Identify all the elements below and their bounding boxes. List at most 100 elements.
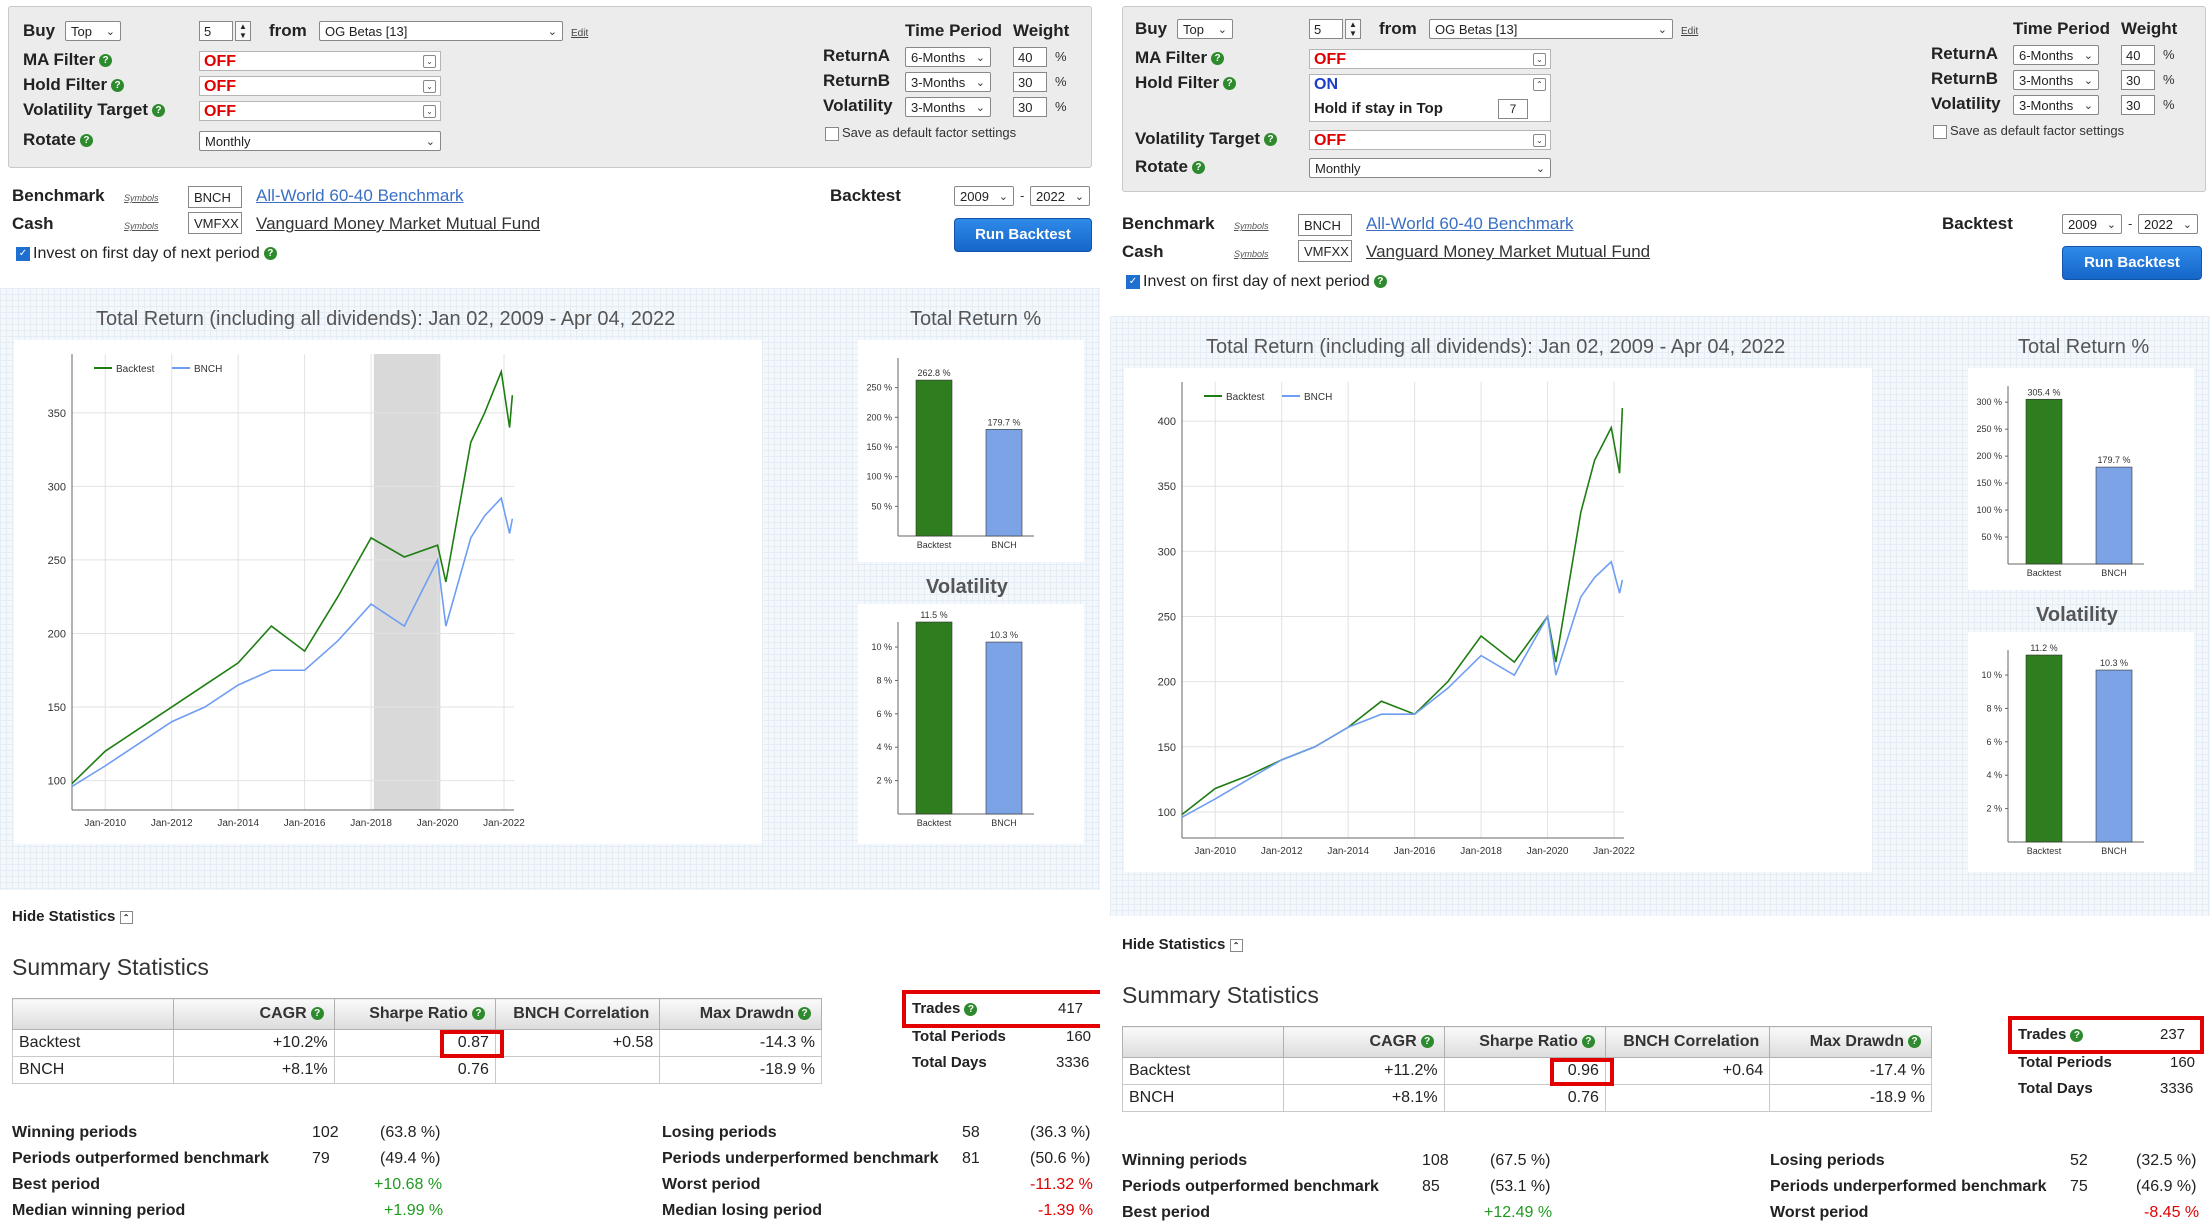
help-icon[interactable]: ?	[471, 1007, 485, 1021]
help-icon[interactable]: ?	[79, 134, 93, 148]
stat-label: Best period	[12, 1176, 101, 1193]
vol-target-text: Volatility Target	[1135, 129, 1261, 148]
stat-pct: (32.5 %)	[2136, 1152, 2197, 1169]
total-return-bar-box: 50 % 100 % 150 % 200 % 250 % 300 % 305.4 % Back…	[1968, 368, 2194, 590]
bar-value-label: 10.3 %	[2100, 658, 2128, 668]
help-icon[interactable]: ?	[1581, 1035, 1595, 1049]
cash-symbol-input[interactable]: VMFXX	[188, 212, 242, 234]
help-icon[interactable]: ?	[1191, 161, 1205, 175]
end-year-select[interactable]: 2022 ⌄	[1030, 186, 1090, 206]
help-icon[interactable]: ?	[111, 79, 125, 93]
cash-name-link[interactable]: Vanguard Money Market Mutual Fund	[1366, 242, 1651, 261]
end-year-value: 2022	[2144, 217, 2173, 232]
factor-period-select[interactable]: 6-Months ⌄	[2013, 45, 2099, 65]
hide-statistics-link[interactable]: Hide Statistics ⌃	[12, 908, 133, 925]
run-backtest-button[interactable]: Run Backtest	[954, 218, 1092, 252]
start-year-select[interactable]: 2009 ⌄	[2062, 214, 2122, 234]
factor-weight-input[interactable]: 30	[2121, 70, 2155, 90]
hold-filter-value: ON	[1314, 76, 1338, 93]
universe-select[interactable]: OG Betas [13] ⌄	[1429, 19, 1673, 39]
run-backtest-button[interactable]: Run Backtest	[2062, 246, 2202, 280]
buy-count-stepper[interactable]: ▲ ▼	[235, 21, 251, 41]
hold-filter-select[interactable]: OFF ⌄	[199, 76, 441, 96]
rotate-label: Rotate?	[1135, 157, 1205, 177]
x-tick-label: Jan-2010	[84, 818, 126, 829]
help-icon[interactable]: ?	[1264, 133, 1278, 147]
factor-weight-input[interactable]: 30	[1013, 72, 1047, 92]
end-year-select[interactable]: 2022 ⌄	[2138, 214, 2198, 234]
benchmark-name-link[interactable]: All-World 60-40 Benchmark	[1366, 214, 1574, 233]
checkbox-icon	[1933, 124, 1947, 139]
factor-period-select[interactable]: 3-Months ⌄	[2013, 70, 2099, 90]
total-days-value: 3336	[1056, 1054, 1090, 1071]
help-icon[interactable]: ?	[263, 247, 277, 261]
factor-weight-input[interactable]: 30	[2121, 95, 2155, 115]
edit-universe-link[interactable]: Edit	[1681, 26, 1699, 37]
help-icon[interactable]: ?	[1223, 77, 1237, 91]
stat-label: Periods outperformed benchmark	[1122, 1178, 1379, 1195]
buy-count-stepper[interactable]: ▲ ▼	[1345, 19, 1361, 39]
help-icon[interactable]: ?	[2070, 1028, 2084, 1042]
factor-period-select[interactable]: 3-Months ⌄	[2013, 95, 2099, 115]
save-default-checkbox[interactable]: Save as default factor settings	[1933, 123, 2124, 139]
factor-weight-input[interactable]: 40	[2121, 45, 2155, 65]
cash-name-link[interactable]: Vanguard Money Market Mutual Fund	[256, 214, 541, 233]
chevron-down-icon: ⌄	[425, 136, 435, 148]
help-icon[interactable]: ?	[152, 104, 166, 118]
backtest-label: Backtest	[830, 186, 901, 205]
factor-period-select[interactable]: 3-Months ⌄	[905, 97, 991, 117]
invest-next-period-checkbox[interactable]: ✓ Invest on first day of next period?	[16, 245, 277, 263]
universe-select[interactable]: OG Betas [13] ⌄	[319, 21, 563, 41]
y-tick-label: 4 %	[1986, 770, 2002, 780]
benchmark-name-link[interactable]: All-World 60-40 Benchmark	[256, 186, 464, 205]
help-icon[interactable]: ?	[964, 1002, 978, 1016]
cash-symbol-input[interactable]: VMFXX	[1298, 240, 1352, 262]
buy-count-input[interactable]: 5	[199, 21, 233, 41]
y-tick-label: 350	[48, 408, 66, 420]
vol-target-select[interactable]: OFF ⌄	[199, 101, 441, 121]
buy-mode-select[interactable]: Top ⌄	[65, 21, 121, 41]
benchmark-symbol-input[interactable]: BNCH	[188, 186, 242, 208]
total-return-line-chart: 100 150 200 250 300 350 400 Jan-2010 Jan-2012 Jan…	[1158, 382, 1635, 857]
invest-next-period-checkbox[interactable]: ✓ Invest on first day of next period?	[1126, 273, 1387, 291]
help-icon[interactable]: ?	[1420, 1035, 1434, 1049]
help-icon[interactable]: ?	[99, 54, 113, 68]
start-year-select[interactable]: 2009 ⌄	[954, 186, 1014, 206]
bar-value-label: 305.4 %	[2027, 387, 2060, 397]
bar-backtest	[915, 379, 953, 537]
row-label: BNCH	[1121, 1084, 1284, 1112]
buy-count-input[interactable]: 5	[1309, 19, 1343, 39]
bar-category-label: BNCH	[991, 540, 1017, 550]
save-default-checkbox[interactable]: Save as default factor settings	[825, 125, 1016, 141]
y-tick-label: 150	[1158, 742, 1176, 754]
hold-filter-select[interactable]: ON ⌃ Hold if stay in Top 7	[1309, 74, 1551, 122]
factor-period-select[interactable]: 6-Months ⌄	[905, 47, 991, 67]
vol-target-select[interactable]: OFF ⌄	[1309, 130, 1551, 150]
edit-universe-link[interactable]: Edit	[571, 28, 589, 39]
benchmark-symbol-input[interactable]: BNCH	[1298, 214, 1352, 236]
rotate-select[interactable]: Monthly ⌄	[199, 131, 441, 151]
hide-statistics-link[interactable]: Hide Statistics ⌃	[1122, 936, 1243, 953]
rotate-select[interactable]: Monthly ⌄	[1309, 158, 1551, 178]
help-icon[interactable]: ?	[1211, 52, 1225, 66]
help-icon[interactable]: ?	[1373, 275, 1387, 289]
y-tick-label: 2 %	[1986, 804, 2002, 814]
factor-weight-input[interactable]: 30	[1013, 97, 1047, 117]
legend-label: BNCH	[1304, 392, 1332, 403]
y-tick-label: 50 %	[1981, 532, 2002, 542]
factor-weight-input[interactable]: 40	[1013, 47, 1047, 67]
ma-filter-select[interactable]: OFF ⌄	[1309, 49, 1551, 69]
help-icon[interactable]: ?	[1908, 1035, 1921, 1049]
help-icon[interactable]: ?	[310, 1007, 324, 1021]
hold-if-input[interactable]: 7	[1498, 99, 1528, 119]
help-icon[interactable]: ?	[798, 1007, 811, 1021]
cagr-cell: +8.1%	[1283, 1084, 1445, 1112]
x-tick-label: Jan-2018	[1460, 846, 1502, 857]
buy-mode-select[interactable]: Top ⌄	[1177, 19, 1233, 39]
total-periods-value: 160	[2170, 1054, 2196, 1071]
correlation-cell: +0.64	[1604, 1057, 1771, 1085]
stat-pct: (46.9 %)	[2136, 1178, 2197, 1195]
checkmark-icon: ✓	[16, 246, 30, 261]
factor-period-select[interactable]: 3-Months ⌄	[905, 72, 991, 92]
ma-filter-select[interactable]: OFF ⌄	[199, 51, 441, 71]
